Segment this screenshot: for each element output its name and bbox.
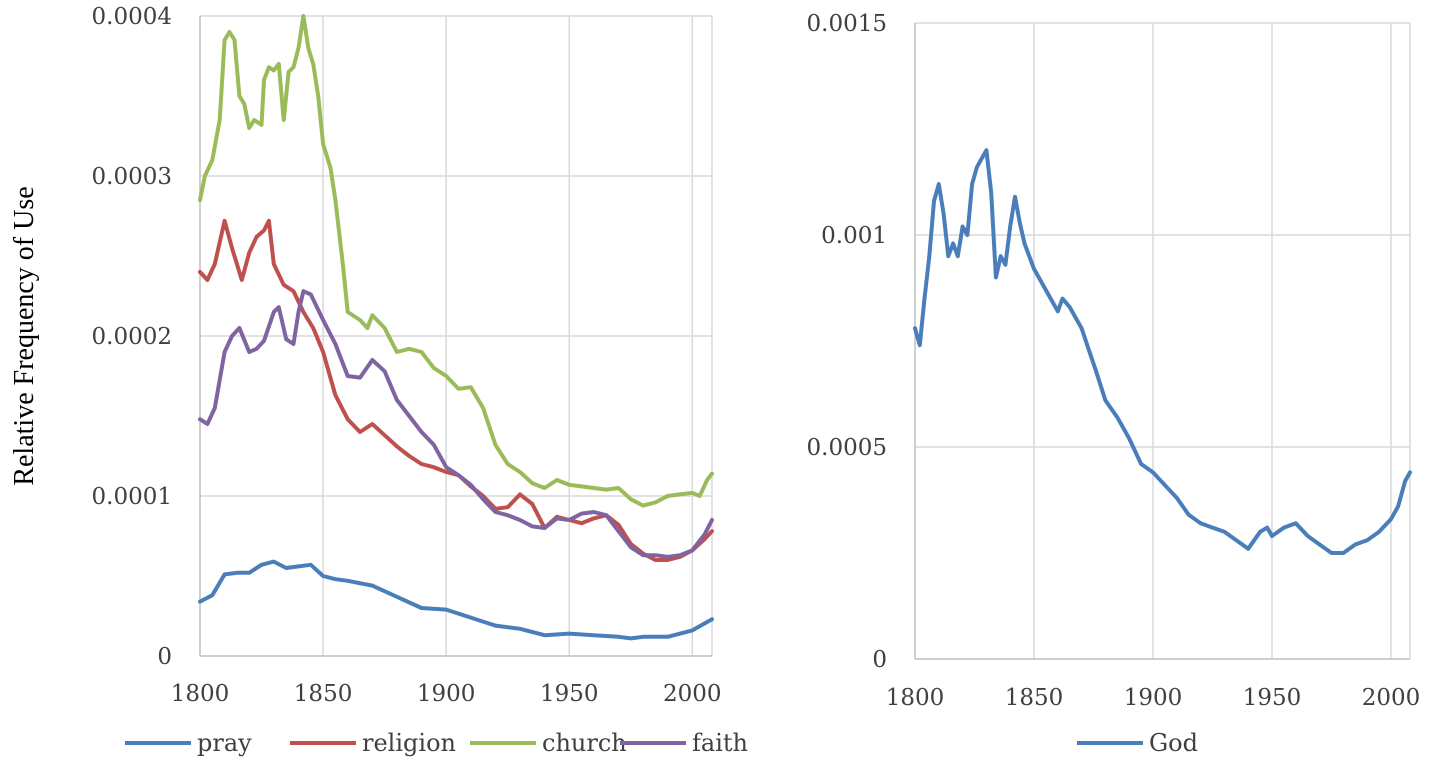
x-tick-label: 2000 [663,681,722,707]
x-tick-label: 1950 [1243,685,1302,711]
x-tick-label: 1850 [1005,685,1064,711]
series-line-pray [198,559,714,641]
y-axis-label: Relative Frequency of Use [9,186,40,485]
y-tick-label: 0.0003 [92,164,172,190]
x-tick-label: 1800 [171,681,230,707]
legend-label-religion: religion [362,729,456,757]
x-tick-label: 2000 [1362,685,1421,711]
series-line-church [198,14,714,508]
x-tick-label: 1800 [886,685,945,711]
legend-label-pray: pray [197,729,252,757]
left-chart: 0 0.0001 0.0002 0.0003 0.0004 1800 1850 1900 195… [92,4,748,757]
y-tick-label: 0.0001 [92,484,172,510]
y-tick-label: 0.0002 [92,324,172,350]
x-tick-label: 1900 [417,681,476,707]
right-chart: 0 0.0005 0.001 0.0015 1800 1850 1900 1950 2000 Go… [807,11,1421,757]
x-tick-label: 1950 [540,681,599,707]
y-tick-label: 0.0015 [807,11,887,37]
x-tick-label: 1850 [294,681,353,707]
y-tick-label: 0.0005 [807,435,887,461]
legend-label-faith: faith [692,729,748,757]
legend-label-god: God [1149,729,1198,757]
series-line-faith [198,289,714,559]
x-tick-label: 1900 [1124,685,1183,711]
y-tick-label: 0.0004 [92,4,172,30]
y-tick-label: 0 [872,647,887,673]
y-tick-label: 0.001 [821,223,887,249]
legend-label-church: church [542,729,627,757]
series-line-religion [198,218,714,562]
series-line-god [913,148,1412,555]
y-tick-label: 0 [157,644,172,670]
